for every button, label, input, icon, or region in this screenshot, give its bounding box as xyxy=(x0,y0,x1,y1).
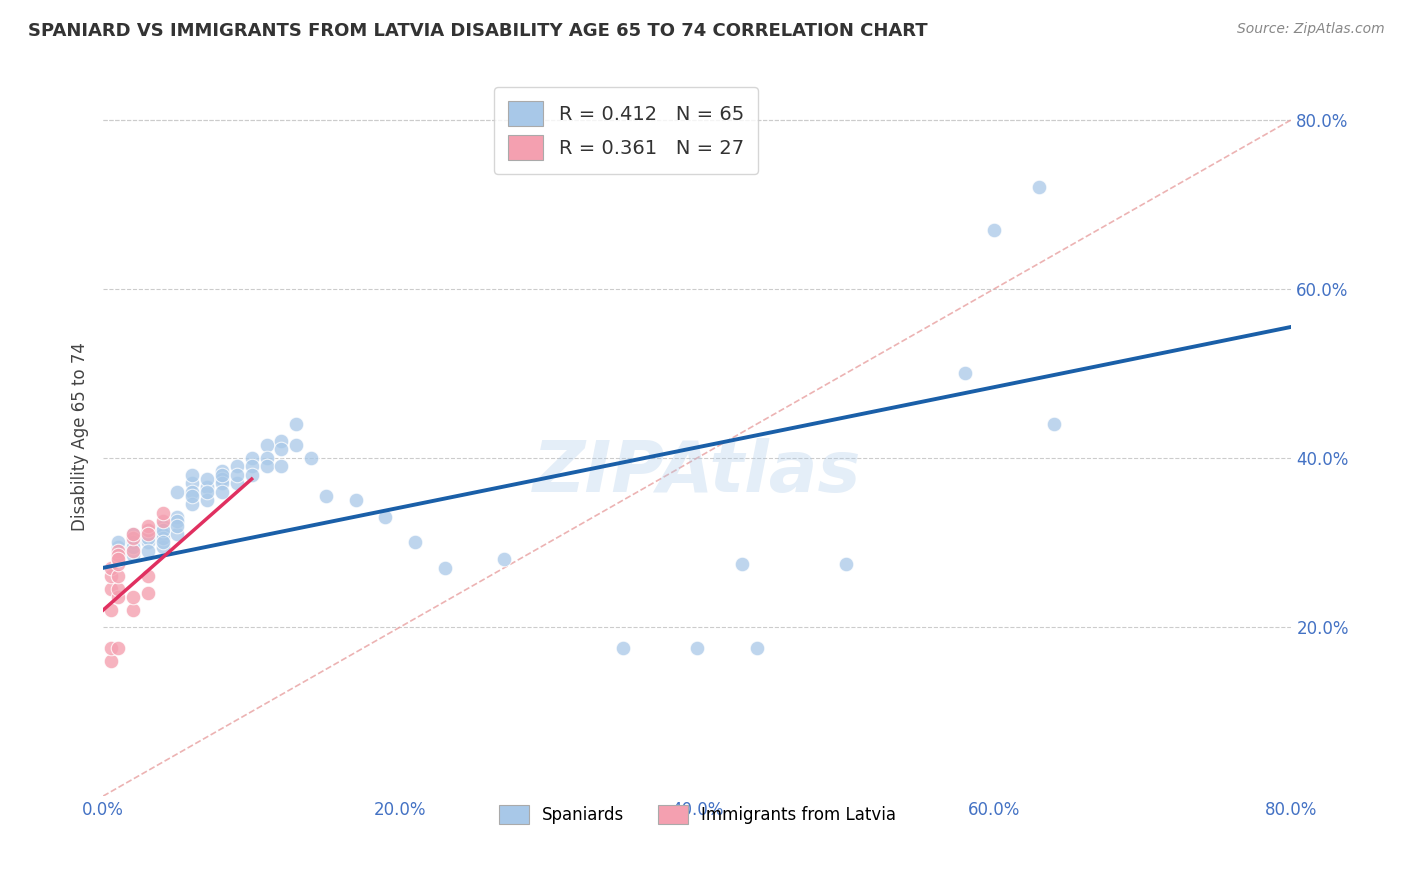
Point xyxy=(107,552,129,566)
Point xyxy=(211,472,233,486)
Point xyxy=(344,493,367,508)
Point xyxy=(152,506,174,520)
Point xyxy=(121,603,143,617)
Point xyxy=(121,531,143,545)
Legend: Spaniards, Immigrants from Latvia: Spaniards, Immigrants from Latvia xyxy=(489,795,905,835)
Point xyxy=(181,484,204,499)
Point xyxy=(195,484,218,499)
Point xyxy=(121,544,143,558)
Point xyxy=(100,603,122,617)
Point xyxy=(152,523,174,537)
Point xyxy=(612,641,634,656)
Point xyxy=(152,527,174,541)
Point xyxy=(136,523,159,537)
Point xyxy=(136,569,159,583)
Point xyxy=(745,641,768,656)
Point xyxy=(121,548,143,562)
Point xyxy=(285,438,308,452)
Point xyxy=(121,527,143,541)
Point xyxy=(121,535,143,549)
Point xyxy=(166,527,188,541)
Point xyxy=(983,222,1005,236)
Point xyxy=(121,540,143,554)
Point xyxy=(256,438,278,452)
Point xyxy=(270,459,292,474)
Point xyxy=(136,586,159,600)
Point xyxy=(240,459,263,474)
Point xyxy=(195,493,218,508)
Point xyxy=(152,518,174,533)
Point xyxy=(270,442,292,457)
Text: ZIPAtlas: ZIPAtlas xyxy=(533,438,862,508)
Point xyxy=(225,459,247,474)
Point xyxy=(136,518,159,533)
Point xyxy=(107,544,129,558)
Point xyxy=(107,557,129,571)
Point xyxy=(270,434,292,448)
Point xyxy=(299,450,322,465)
Y-axis label: Disability Age 65 to 74: Disability Age 65 to 74 xyxy=(72,343,89,532)
Point xyxy=(731,557,754,571)
Text: Source: ZipAtlas.com: Source: ZipAtlas.com xyxy=(1237,22,1385,37)
Point xyxy=(152,535,174,549)
Point xyxy=(166,518,188,533)
Point xyxy=(121,591,143,605)
Point xyxy=(181,497,204,511)
Point xyxy=(107,641,129,656)
Point xyxy=(240,467,263,482)
Point xyxy=(1042,417,1064,431)
Point xyxy=(100,561,122,575)
Point xyxy=(433,561,456,575)
Text: SPANIARD VS IMMIGRANTS FROM LATVIA DISABILITY AGE 65 TO 74 CORRELATION CHART: SPANIARD VS IMMIGRANTS FROM LATVIA DISAB… xyxy=(28,22,928,40)
Point xyxy=(374,510,396,524)
Point xyxy=(121,527,143,541)
Point xyxy=(107,548,129,562)
Point xyxy=(136,523,159,537)
Point xyxy=(107,535,129,549)
Point xyxy=(285,417,308,431)
Point xyxy=(686,641,709,656)
Point xyxy=(404,535,426,549)
Point xyxy=(315,489,337,503)
Point xyxy=(152,540,174,554)
Point xyxy=(152,514,174,528)
Point xyxy=(181,467,204,482)
Point xyxy=(953,367,976,381)
Point xyxy=(166,514,188,528)
Point xyxy=(256,450,278,465)
Point xyxy=(240,450,263,465)
Point xyxy=(494,552,516,566)
Point xyxy=(107,591,129,605)
Point xyxy=(100,641,122,656)
Point xyxy=(181,489,204,503)
Point xyxy=(107,540,129,554)
Point xyxy=(136,527,159,541)
Point xyxy=(152,531,174,545)
Point xyxy=(107,582,129,596)
Point xyxy=(195,481,218,495)
Point xyxy=(136,544,159,558)
Point xyxy=(136,531,159,545)
Point xyxy=(1028,180,1050,194)
Point xyxy=(195,472,218,486)
Point xyxy=(181,476,204,491)
Point xyxy=(225,476,247,491)
Point xyxy=(100,569,122,583)
Point xyxy=(100,582,122,596)
Point xyxy=(211,464,233,478)
Point xyxy=(211,467,233,482)
Point xyxy=(136,535,159,549)
Point xyxy=(100,654,122,668)
Point xyxy=(835,557,858,571)
Point xyxy=(136,527,159,541)
Point xyxy=(166,510,188,524)
Point xyxy=(211,484,233,499)
Point xyxy=(211,476,233,491)
Point xyxy=(256,459,278,474)
Point xyxy=(107,569,129,583)
Point xyxy=(225,467,247,482)
Point xyxy=(166,484,188,499)
Point xyxy=(107,552,129,566)
